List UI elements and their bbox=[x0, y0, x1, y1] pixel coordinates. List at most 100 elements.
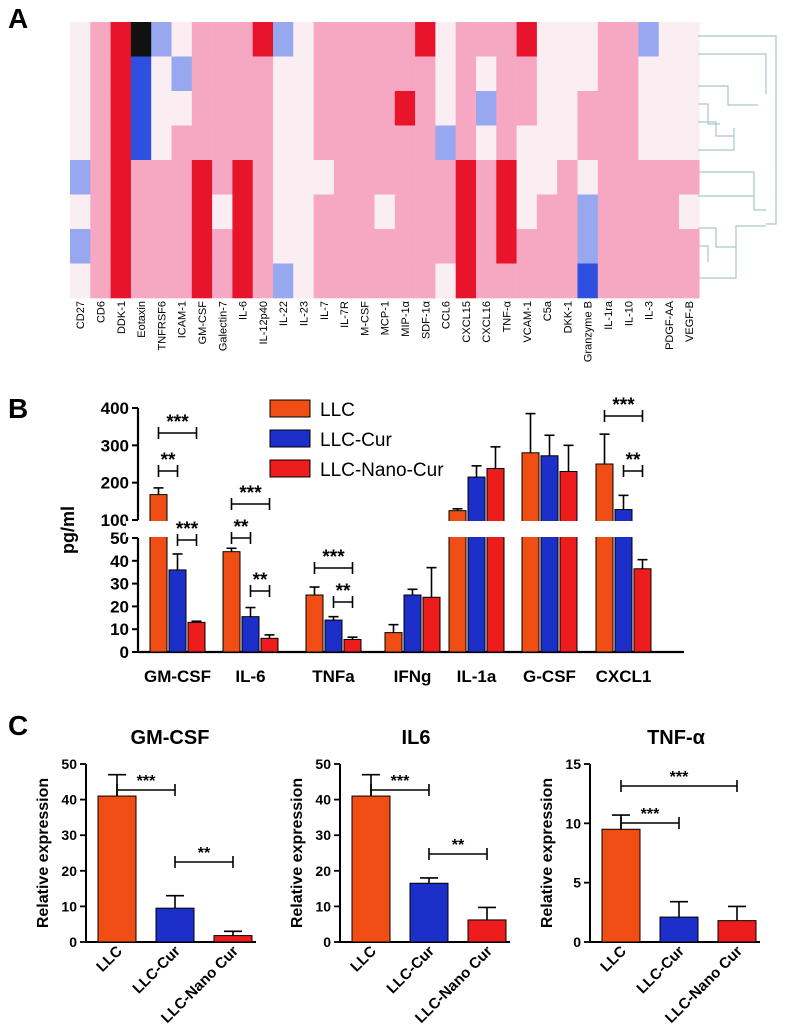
heatmap-column-label: GM-CSF bbox=[197, 301, 209, 345]
heatmap-cell bbox=[354, 91, 375, 126]
heatmap-cell bbox=[354, 263, 375, 299]
heatmap-cell bbox=[415, 22, 436, 57]
panel-c-bar bbox=[409, 882, 449, 943]
heatmap-cell bbox=[70, 194, 91, 230]
heatmap-cell bbox=[171, 194, 193, 230]
heatmap-column-label: DDK-1 bbox=[116, 301, 128, 334]
heatmap-cell bbox=[273, 22, 294, 57]
heatmap-cell bbox=[455, 229, 477, 264]
panel-b-category-label: TNFa bbox=[312, 667, 355, 686]
heatmap-cell bbox=[130, 56, 152, 92]
heatmap-cell bbox=[516, 160, 538, 195]
panel-c-bar bbox=[717, 920, 757, 943]
panel-c-category-label: LLC bbox=[347, 943, 380, 976]
heatmap-cell bbox=[679, 22, 700, 57]
panel-b-category-label: G-CSF bbox=[523, 667, 576, 686]
heatmap-cell bbox=[70, 56, 91, 92]
heatmap-cell bbox=[577, 22, 599, 57]
heatmap-cell bbox=[333, 22, 355, 57]
heatmap-cell bbox=[252, 263, 274, 299]
heatmap-cell bbox=[374, 194, 396, 230]
heatmap-cell bbox=[151, 56, 172, 92]
heatmap-cell bbox=[252, 229, 274, 264]
heatmap-column-label: TNF-α bbox=[501, 300, 513, 332]
heatmap-cell bbox=[516, 194, 538, 230]
panel-b-legend-swatch bbox=[269, 399, 311, 418]
panel-c-tick-label: 30 bbox=[315, 827, 331, 843]
heatmap-cell bbox=[232, 125, 253, 161]
heatmap-cell bbox=[496, 229, 517, 264]
heatmap-cell bbox=[333, 229, 355, 264]
panel-b-bar bbox=[521, 452, 540, 653]
heatmap-cell bbox=[516, 91, 538, 126]
heatmap-column-label: Eotaxin bbox=[136, 301, 148, 338]
panel-b-significance-label: *** bbox=[239, 483, 262, 504]
heatmap-cell bbox=[476, 56, 497, 92]
heatmap-cell bbox=[130, 229, 152, 264]
dendrogram-branch bbox=[698, 171, 766, 211]
panel-c-gmcsf-chart: GM-CSF 0 10 20 30 40 50 Relative expression LLC L… bbox=[35, 727, 256, 1027]
heatmap-cell bbox=[90, 125, 111, 161]
heatmap-cell bbox=[333, 56, 355, 92]
heatmap-cell bbox=[618, 91, 639, 126]
panel-b-tick-label: 30 bbox=[110, 575, 129, 594]
panel-c-tick-label: 0 bbox=[573, 934, 581, 950]
heatmap-cell bbox=[151, 91, 172, 126]
heatmap-cell bbox=[557, 125, 578, 161]
heatmap-cell bbox=[191, 229, 213, 264]
heatmap-cell bbox=[435, 194, 456, 230]
panel-c-significance-label: *** bbox=[137, 773, 156, 790]
panel-b-bar bbox=[486, 467, 505, 653]
panel-b-tick-label: 10 bbox=[110, 620, 129, 639]
heatmap-cell bbox=[212, 22, 233, 57]
panel-c-tick-label: 10 bbox=[565, 815, 581, 831]
heatmap-cell bbox=[70, 160, 91, 195]
heatmap-cell bbox=[435, 160, 456, 195]
heatmap-cell bbox=[618, 22, 639, 57]
panel-c-tick-label: 20 bbox=[61, 863, 77, 879]
heatmap-cell bbox=[110, 229, 132, 264]
heatmap-cell bbox=[232, 56, 253, 92]
heatmap-cell bbox=[374, 22, 396, 57]
heatmap-cell bbox=[679, 125, 700, 161]
heatmap-cell bbox=[293, 125, 314, 161]
heatmap-cell bbox=[476, 91, 497, 126]
panel-b-category-label: IL-1a bbox=[457, 667, 497, 686]
heatmap-cell bbox=[333, 125, 355, 161]
heatmap-cell bbox=[212, 229, 233, 264]
heatmap-cell bbox=[273, 56, 294, 92]
heatmap-column-label: IL-6 bbox=[238, 301, 250, 320]
heatmap-cell bbox=[435, 125, 456, 161]
heatmap-cell bbox=[496, 263, 517, 299]
panel-b-category-label: GM-CSF bbox=[144, 667, 211, 686]
heatmap-column-label: DKK-1 bbox=[562, 301, 574, 333]
heatmap-cell bbox=[577, 125, 599, 161]
heatmap-column-label: SDF-1α bbox=[420, 300, 432, 339]
heatmap-cell bbox=[90, 263, 111, 299]
heatmap-cell bbox=[394, 91, 416, 126]
heatmap-cell bbox=[415, 160, 436, 195]
heatmap-cell bbox=[191, 160, 213, 195]
panel-c-title: GM-CSF bbox=[131, 727, 210, 749]
heatmap-cell bbox=[679, 160, 700, 195]
heatmap-cell bbox=[476, 229, 497, 264]
heatmap-cell bbox=[496, 194, 517, 230]
panel-b-bar bbox=[305, 594, 324, 653]
heatmap-cell bbox=[212, 194, 233, 230]
panel-c-tick-label: 15 bbox=[565, 756, 581, 772]
panel-b-category-label: IFNg bbox=[394, 667, 432, 686]
heatmap-cell bbox=[638, 22, 659, 57]
heatmap-cell bbox=[252, 91, 274, 126]
heatmap-cell bbox=[597, 56, 619, 92]
heatmap-cell bbox=[252, 22, 274, 57]
heatmap-cell bbox=[90, 56, 111, 92]
heatmap-cell bbox=[273, 263, 294, 299]
heatmap-cell bbox=[232, 22, 253, 57]
heatmap-cell bbox=[597, 91, 619, 126]
heatmap-cell bbox=[70, 91, 91, 126]
heatmap-cell bbox=[577, 263, 599, 299]
heatmap-cell bbox=[455, 160, 477, 195]
heatmap-cell bbox=[658, 160, 680, 195]
dendrogram-branch bbox=[698, 245, 709, 262]
heatmap-cell bbox=[70, 263, 91, 299]
